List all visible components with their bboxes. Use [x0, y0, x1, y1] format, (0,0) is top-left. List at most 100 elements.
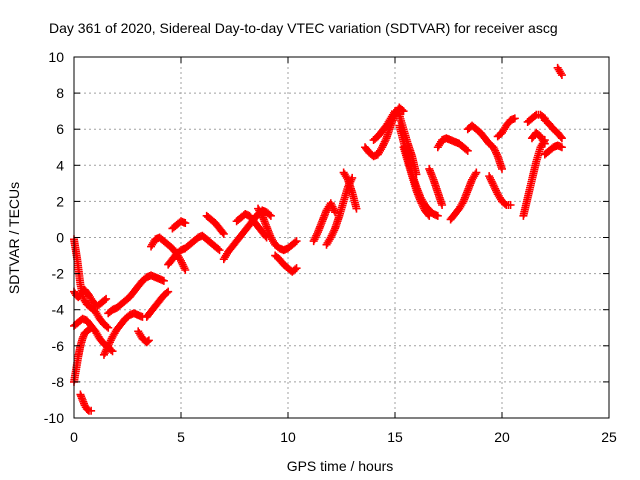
data-point [177, 256, 185, 265]
data-point [292, 264, 301, 273]
data-point [102, 294, 111, 303]
data-point [463, 146, 472, 155]
series-arc-25 [425, 164, 447, 210]
data-point [143, 337, 152, 346]
y-tick-label: 0 [56, 230, 64, 246]
y-tick-label: 10 [48, 49, 64, 65]
data-point [265, 210, 274, 219]
data-point [179, 262, 188, 271]
data-point [102, 345, 111, 354]
x-tick-label: 25 [601, 429, 617, 445]
data-point [471, 170, 480, 179]
chart-title: Day 361 of 2020, Sidereal Day-to-day VTE… [49, 20, 558, 36]
data-point [105, 339, 114, 348]
data-point [500, 199, 509, 208]
y-tick-label: 6 [56, 121, 64, 137]
series-arc-27 [446, 168, 481, 224]
data-point [312, 231, 321, 240]
data-point [557, 134, 566, 143]
data-point [102, 322, 111, 331]
x-tick-label: 0 [70, 429, 78, 445]
data-point [329, 228, 338, 237]
data-point [164, 287, 173, 296]
data-point [310, 235, 319, 244]
data-point [104, 341, 113, 350]
data-point [472, 168, 481, 177]
data-point [327, 201, 336, 210]
series-arc-20 [339, 168, 361, 213]
x-tick-label: 20 [494, 429, 510, 445]
data-point [489, 143, 498, 152]
y-tick-label: -2 [52, 266, 65, 282]
data-point [162, 288, 171, 297]
data-point [506, 201, 515, 210]
y-tick-label: 2 [56, 193, 64, 209]
data-point [539, 137, 548, 146]
series-arc-29 [485, 172, 515, 210]
series-arc-12 [168, 217, 190, 233]
data-point [106, 336, 115, 345]
data-point [101, 347, 110, 356]
data-point [487, 177, 496, 186]
data-point [556, 132, 565, 141]
data-point [352, 204, 361, 213]
series-arc-28 [463, 121, 506, 173]
axis-ticks: 0 5 10 15 20 25 -10 -8 -6 -4 -2 0 2 4 6 8 10 [44, 49, 617, 445]
data-point [291, 265, 300, 274]
data-point [425, 211, 434, 220]
series-arc-9 [142, 287, 173, 321]
series-arc-31 [519, 136, 549, 220]
series-arc-26 [433, 134, 472, 155]
data-point [328, 229, 337, 238]
data-point [492, 148, 501, 157]
data-point [399, 107, 408, 116]
data-point [530, 111, 539, 120]
data-point [488, 179, 497, 188]
data-point [100, 296, 109, 305]
data-point [326, 199, 335, 208]
data-point [419, 202, 428, 211]
data-point [540, 139, 549, 148]
data-point [380, 137, 389, 146]
data-point [99, 350, 108, 359]
data-point [181, 265, 190, 274]
data-point [486, 175, 495, 184]
y-tick-label: 4 [56, 157, 64, 173]
data-point [178, 260, 187, 269]
x-tick-label: 10 [280, 429, 296, 445]
data-point [257, 210, 266, 219]
series-arc-11 [164, 231, 224, 269]
data-point [103, 343, 112, 352]
data-point [266, 211, 275, 220]
data-point [313, 229, 322, 238]
y-tick-label: -6 [52, 338, 65, 354]
data-point [378, 143, 387, 152]
x-tick-label: 15 [387, 429, 403, 445]
data-point [105, 338, 114, 347]
data-point [311, 233, 320, 242]
data-point [379, 141, 388, 150]
data-point [214, 244, 223, 253]
y-tick-label: -8 [52, 374, 65, 390]
series-arc-5 [70, 285, 111, 311]
data-point [489, 181, 498, 190]
series-arc-36 [553, 63, 566, 80]
data-point [498, 164, 506, 173]
data-point [557, 143, 566, 152]
data-point [462, 145, 471, 154]
series-arc-15 [232, 210, 271, 242]
data-point [486, 173, 495, 182]
data-point [490, 182, 499, 191]
data-point [424, 210, 433, 219]
series-arc-33 [523, 110, 549, 126]
data-point [330, 206, 339, 215]
data-point [87, 406, 96, 415]
series-arc-10 [147, 233, 190, 274]
data-point [218, 228, 227, 237]
data-point [219, 229, 228, 238]
data-point [433, 211, 442, 220]
y-tick-label: 8 [56, 85, 64, 101]
data-point [327, 231, 336, 240]
series-arc-35 [540, 141, 566, 159]
